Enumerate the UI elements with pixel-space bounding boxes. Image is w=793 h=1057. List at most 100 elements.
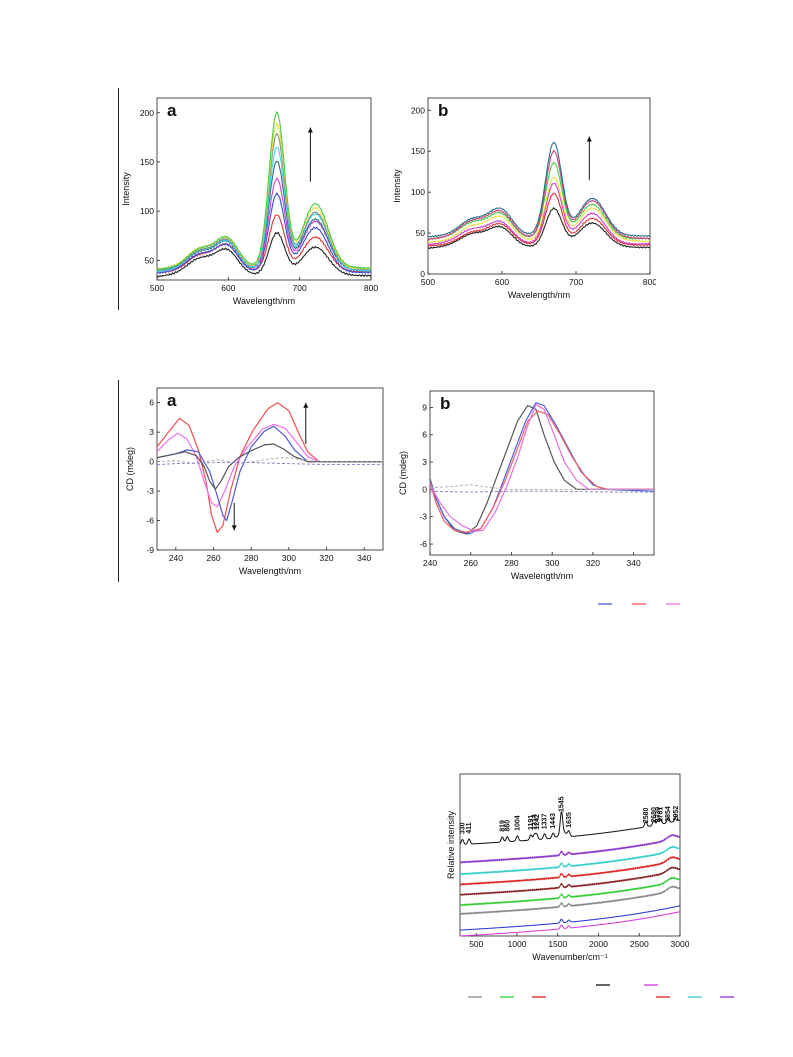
x-tick-label: 700 — [569, 277, 583, 287]
cd-trace — [429, 404, 654, 532]
x-tick-label: 260 — [206, 553, 220, 563]
y-tick-label: 3 — [149, 427, 154, 437]
cd-legend-swatches — [598, 603, 680, 605]
x-axis-label: Wavelength/nm — [508, 290, 570, 300]
peak-label: 1545 — [558, 796, 565, 812]
x-axis-label: Wavenumber/cm⁻¹ — [532, 952, 607, 962]
x-tick-label: 2500 — [630, 939, 649, 949]
plot-frame — [427, 97, 651, 275]
y-tick-label: 0 — [420, 269, 425, 279]
raman-spectrum — [459, 856, 681, 886]
fluorescence-panel-a-container: 500 600 700 800 50 100 150 200 Wavelength/nm Inte… — [118, 88, 381, 310]
raman-spectrum — [459, 845, 681, 876]
x-tick-label: 700 — [293, 283, 307, 293]
peak-label: 860 — [504, 820, 511, 832]
cd-trace — [156, 423, 383, 508]
y-tick-label: 100 — [411, 187, 425, 197]
y-tick-label: 200 — [411, 105, 425, 115]
y-tick-label: -6 — [146, 516, 154, 526]
y-axis-label: Relative intensity — [446, 810, 456, 879]
fluorescence-panel-a: 500 600 700 800 50 100 150 200 Wavelength/nm Inte… — [121, 97, 378, 306]
trend-arrow-head — [303, 402, 309, 408]
raman-legend-row-2 — [468, 987, 748, 998]
x-tick-label: 2000 — [589, 939, 608, 949]
peak-label: 2854 — [665, 806, 672, 822]
cd-trace — [156, 425, 383, 522]
x-tick-label: 300 — [282, 553, 296, 563]
spectrum-line — [427, 207, 651, 250]
increase-arrow-head — [307, 127, 313, 133]
panel-letter: a — [167, 101, 177, 120]
raman-spectrum — [459, 866, 681, 896]
y-tick-label: 3 — [422, 457, 427, 467]
spectrum-line — [427, 192, 651, 247]
y-tick-label: 0 — [422, 484, 427, 494]
x-tick-label: 800 — [364, 283, 378, 293]
x-tick-label: 1000 — [508, 939, 527, 949]
x-tick-label: 3000 — [671, 939, 690, 949]
panel-letter: a — [167, 391, 177, 410]
x-tick-label: 300 — [545, 558, 559, 568]
y-tick-label: 50 — [416, 228, 426, 238]
cd-trace — [156, 457, 383, 465]
y-tick-label: 150 — [140, 157, 154, 167]
spectrum-line — [427, 177, 651, 244]
cd-panel-a-container: 240 260 280 300 320 340 -9 -6 -3 0 3 6 Wavelength/nm… — [118, 380, 391, 582]
cd-panel-b: 240 260 280 300 320 340 -6 -3 0 3 6 9 Wavelength/nm C… — [398, 390, 655, 581]
x-tick-label: 600 — [495, 277, 509, 287]
x-tick-label: 800 — [643, 277, 656, 287]
x-axis-label: Wavelength/nm — [233, 296, 295, 306]
raman-panel: 500 1000 1500 2000 2500 3000 Wavenumber/cm⁻¹ Re… — [446, 773, 690, 962]
x-tick-label: 340 — [627, 558, 641, 568]
spectrum-line — [427, 149, 651, 241]
cd-legend — [598, 596, 698, 605]
spectrum-line — [427, 182, 651, 246]
raman-spectrum — [459, 834, 681, 864]
fluorescence-panel-b: 500 600 700 800 0 50 100 150 200 Wavelength/nm Int… — [392, 97, 657, 300]
peak-label: 2952 — [673, 806, 680, 822]
y-axis-label: CD (mdeg) — [398, 451, 408, 495]
y-tick-label: -3 — [146, 486, 154, 496]
x-tick-label: 600 — [221, 283, 235, 293]
trend-arrow-head — [231, 525, 237, 531]
spectrum-line — [427, 141, 651, 238]
cd-trace — [429, 484, 654, 490]
x-tick-label: 320 — [319, 553, 333, 563]
spectrum-line — [156, 147, 372, 273]
panel-letter: b — [438, 101, 448, 120]
plot-frame — [156, 97, 372, 281]
peak-label: 2730 — [655, 807, 662, 823]
y-tick-label: 9 — [422, 402, 427, 412]
y-axis-label: CD (mdeg) — [125, 447, 135, 491]
y-tick-label: 100 — [140, 206, 154, 216]
peak-label: 2761 — [658, 807, 665, 823]
peak-label: 1191 — [528, 815, 535, 830]
y-tick-label: -6 — [419, 539, 427, 549]
raman-legend-swatches-1 — [596, 984, 658, 986]
x-tick-label: 500 — [421, 277, 435, 287]
x-tick-label: 240 — [423, 558, 437, 568]
y-axis-label: Intensity — [121, 172, 131, 206]
cd-panel-a: 240 260 280 300 320 340 -9 -6 -3 0 3 6 Wavelength/nm… — [125, 387, 384, 576]
peak-label: 1214 — [531, 814, 538, 830]
peak-label: 411 — [466, 822, 473, 833]
y-tick-label: 200 — [140, 108, 154, 118]
cd-trace — [156, 462, 383, 466]
plot-frame — [429, 390, 655, 556]
raman-spectrum — [459, 876, 681, 907]
raman-legend-swatches-2 — [468, 996, 734, 998]
cd-trace — [156, 402, 383, 533]
spectrum-line — [156, 214, 372, 274]
x-tick-label: 500 — [469, 939, 483, 949]
y-tick-label: 150 — [411, 146, 425, 156]
peak-label: 2680 — [651, 807, 658, 823]
raman-spectrum — [459, 885, 681, 915]
fluorescence-panel-b-container: 500 600 700 800 0 50 100 150 200 Wavelength/nm Int… — [388, 88, 657, 310]
peak-label: 1004 — [514, 815, 521, 831]
x-tick-label: 240 — [169, 553, 183, 563]
panel-letter: b — [440, 394, 450, 413]
x-tick-label: 1500 — [548, 939, 567, 949]
y-tick-label: -9 — [146, 545, 154, 555]
plot-frame — [459, 773, 681, 937]
y-tick-label: 0 — [149, 457, 154, 467]
